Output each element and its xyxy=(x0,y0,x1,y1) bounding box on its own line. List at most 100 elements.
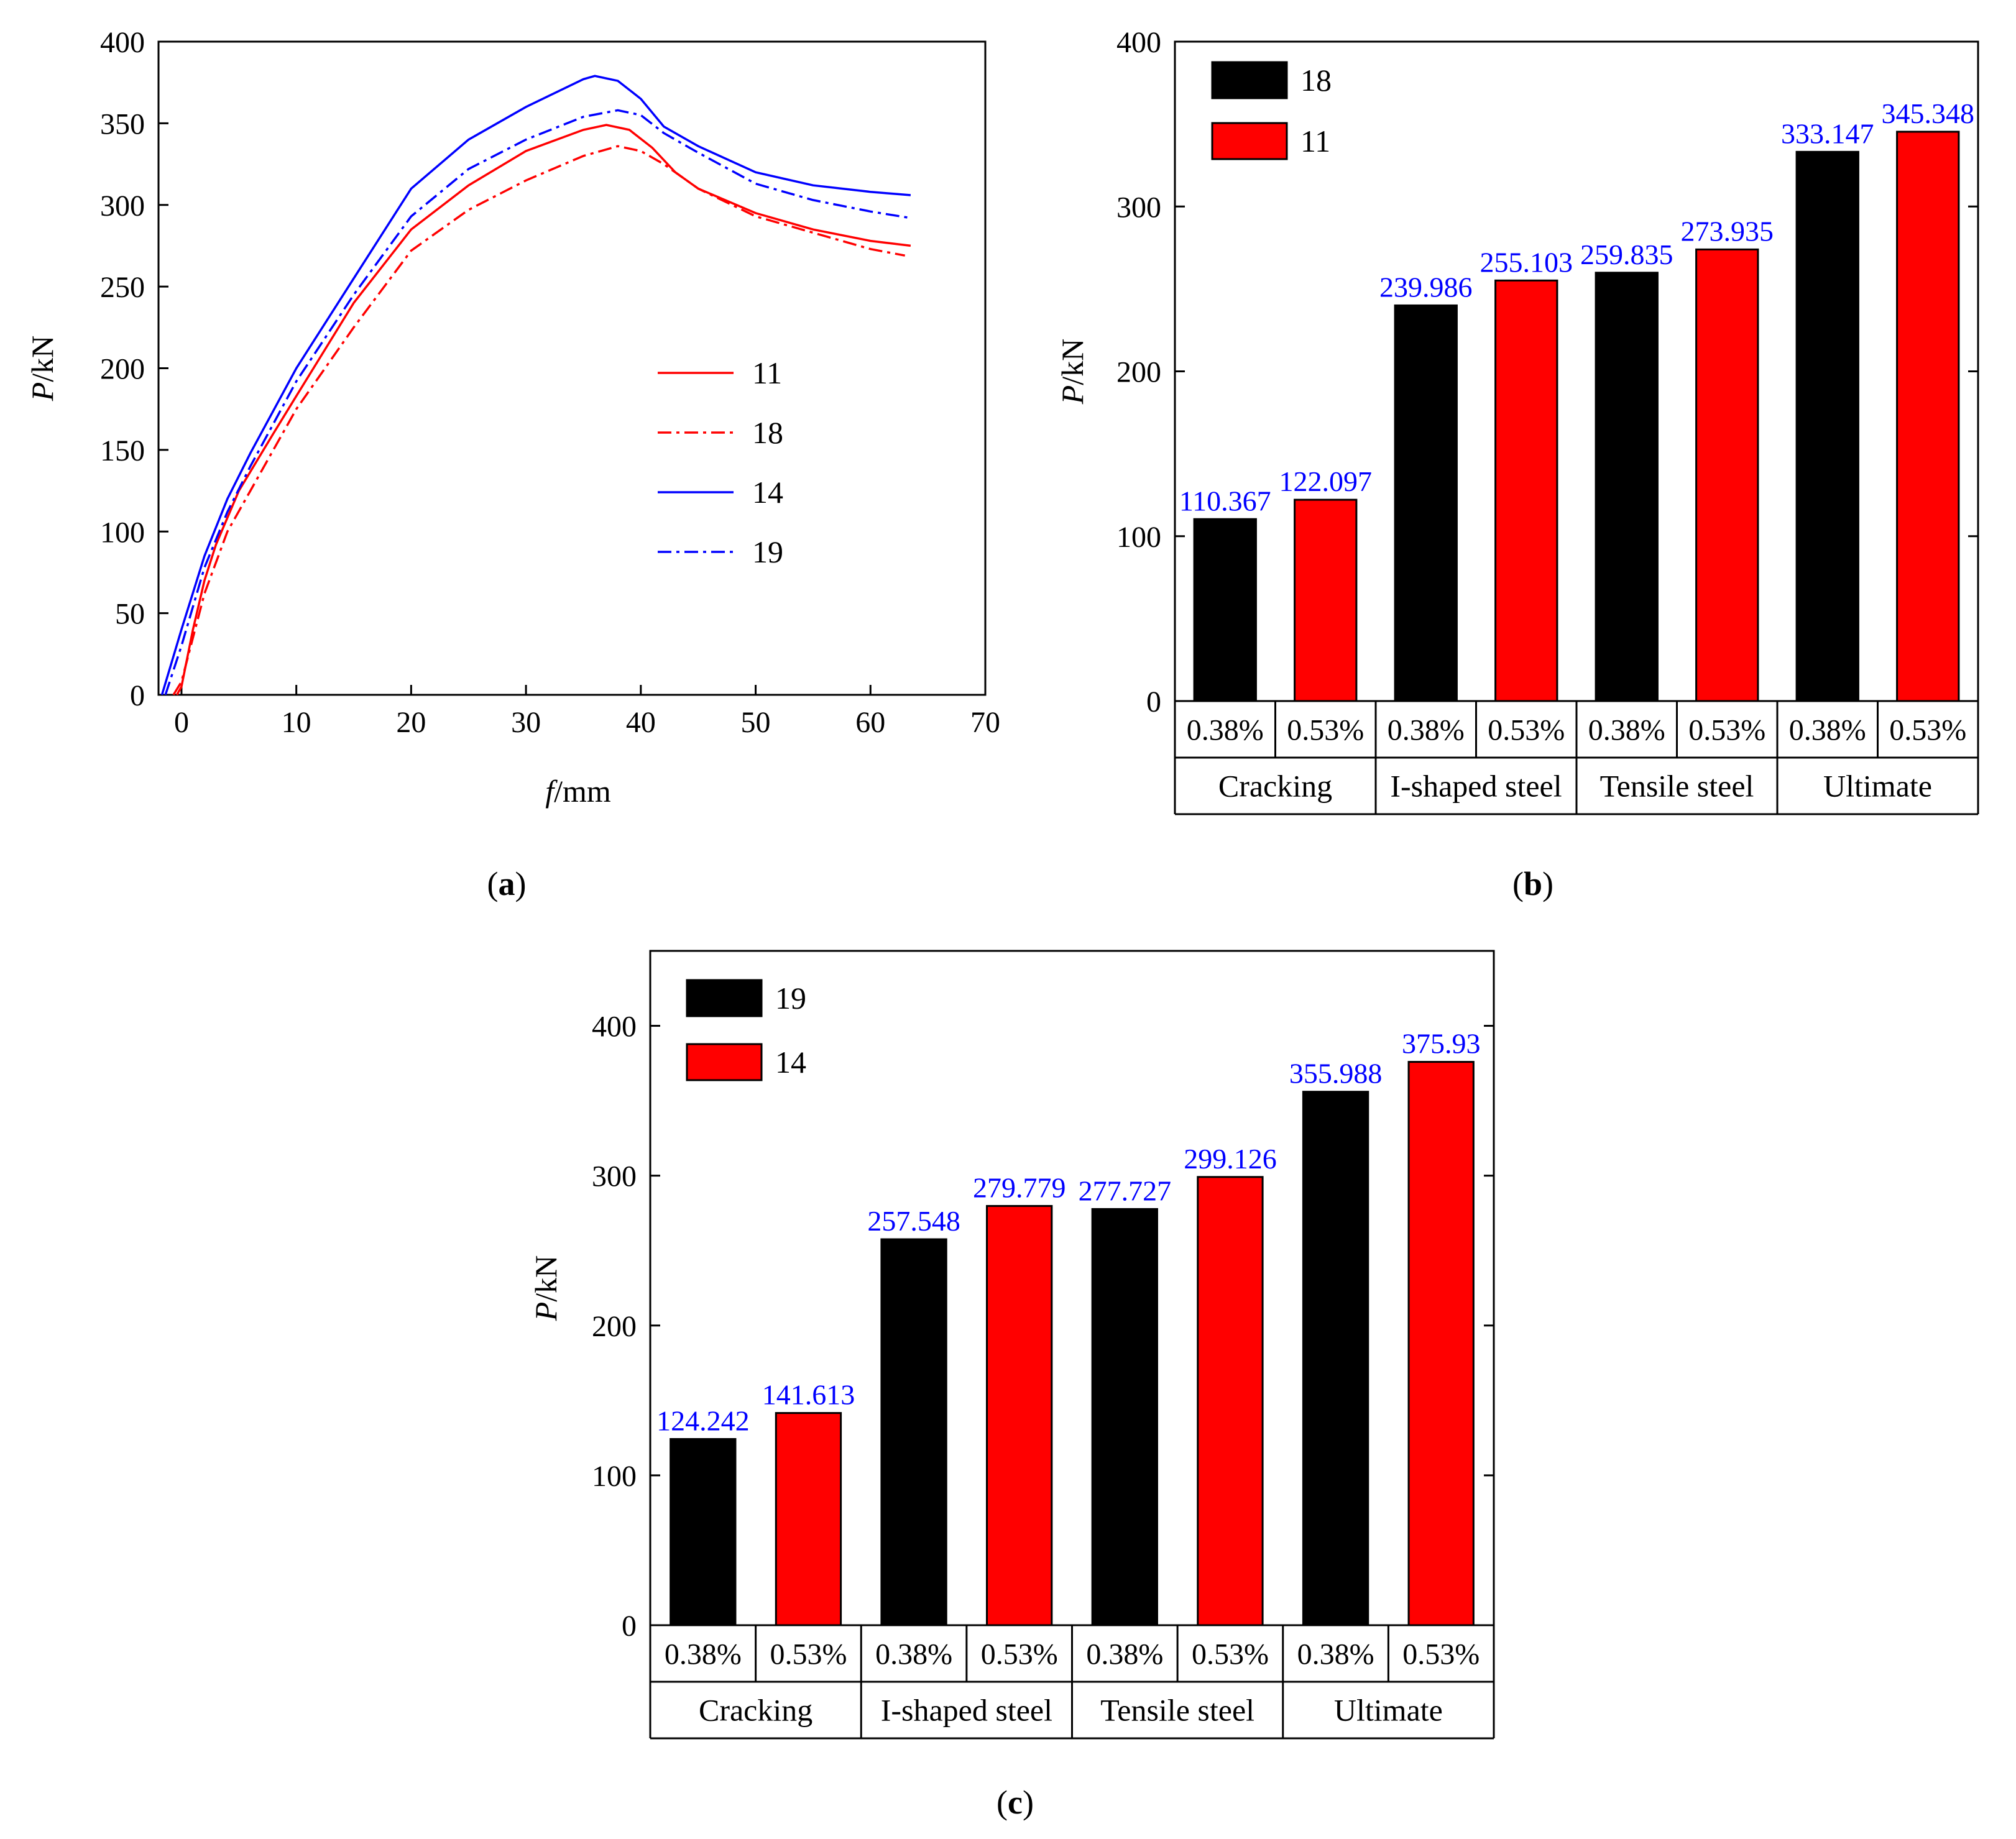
panel-label-b-close: ) xyxy=(1542,865,1553,902)
data-label: 259.835 xyxy=(1580,239,1673,270)
panel-label-c: (c) xyxy=(996,1784,1034,1821)
y-tick-label: 300 xyxy=(100,190,145,222)
x-tick-label: 20 xyxy=(396,706,426,739)
series-line-14 xyxy=(160,75,911,695)
panel-label-a: (a) xyxy=(487,865,527,902)
y-tick-label: 100 xyxy=(592,1460,637,1493)
bar-19-cracking xyxy=(670,1438,737,1626)
bar-18-cracking xyxy=(1193,518,1257,702)
series-line-18 xyxy=(172,145,906,695)
panel-label-b-letter: b xyxy=(1524,865,1542,902)
legend-swatch-19 xyxy=(686,979,763,1017)
x-tick-label: 0 xyxy=(174,706,189,739)
group-label: Tensile steel xyxy=(1100,1693,1254,1728)
ratio-label: 0.38% xyxy=(1789,714,1866,747)
y-axis-title-unit: /kN xyxy=(528,1255,563,1302)
y-tick-label: 200 xyxy=(592,1310,637,1343)
group-label: Cracking xyxy=(699,1693,812,1728)
ratio-label: 0.38% xyxy=(875,1638,952,1671)
y-tick-label: 100 xyxy=(100,516,145,549)
y-tick-label: 100 xyxy=(1116,521,1161,554)
data-label: 355.988 xyxy=(1289,1058,1383,1089)
y-tick-label: 200 xyxy=(1116,356,1161,389)
legend-label-18: 18 xyxy=(1300,63,1332,98)
series-line-19 xyxy=(164,109,911,695)
y-axis-title-symbol: P xyxy=(1055,385,1090,405)
ratio-label: 0.53% xyxy=(1402,1638,1480,1671)
y-tick-label: 350 xyxy=(100,108,145,140)
x-tick-label: 10 xyxy=(282,706,311,739)
y-tick-label: 250 xyxy=(100,271,145,304)
legend-label-19: 19 xyxy=(775,981,806,1016)
y-tick-label: 400 xyxy=(1116,26,1161,59)
group-label: I-shaped steel xyxy=(1390,769,1562,804)
x-tick-label: 70 xyxy=(970,706,1000,739)
x-axis-title-unit: /mm xyxy=(554,774,611,809)
ratio-label: 0.53% xyxy=(1287,714,1364,747)
bar-14-i-shaped-steel xyxy=(986,1204,1053,1626)
group-label: Tensile steel xyxy=(1600,769,1754,804)
data-label: 279.779 xyxy=(973,1172,1066,1203)
panel-c-bar-chart: 0 100 200 300 400 P/kN 124.242 141.613 257.548 27… xyxy=(528,950,1495,1821)
y-axis-title-symbol: P xyxy=(25,382,60,402)
data-label: 273.935 xyxy=(1681,215,1774,247)
bar-14-tensile-steel xyxy=(1197,1176,1264,1626)
x-tick-label: 40 xyxy=(626,706,656,739)
bar-18-i-shaped-steel xyxy=(1394,304,1458,702)
y-axis-title: P/kN xyxy=(1055,339,1090,405)
ratio-label: 0.53% xyxy=(770,1638,847,1671)
panel-b-bar-chart: 0 100 200 300 400 P/kN 110.367 122.097 239.986 25… xyxy=(1055,26,1979,902)
panel-a-line-chart: 0 10 20 30 40 50 60 70 0 50 100 150 200 250 300 350 400 f… xyxy=(25,26,1000,902)
bar-19-ultimate xyxy=(1302,1091,1369,1626)
y-tick-label: 400 xyxy=(100,26,145,59)
bar-11-tensile-steel xyxy=(1695,248,1759,702)
legend-label-14: 14 xyxy=(775,1045,806,1080)
legend-label-18: 18 xyxy=(752,415,783,450)
y-tick-label: 400 xyxy=(592,1011,637,1043)
group-label: Cracking xyxy=(1218,769,1332,804)
bar-19-i-shaped-steel xyxy=(880,1238,947,1626)
ratio-label: 0.53% xyxy=(981,1638,1058,1671)
data-label: 257.548 xyxy=(867,1205,960,1237)
panel-label-a-letter: a xyxy=(499,865,515,902)
group-label: I-shaped steel xyxy=(881,1693,1052,1728)
ratio-label: 0.53% xyxy=(1192,1638,1269,1671)
ratio-label: 0.38% xyxy=(1086,1638,1163,1671)
y-tick-label: 0 xyxy=(1146,686,1161,718)
bar-11-i-shaped-steel xyxy=(1494,279,1558,702)
legend-label-11: 11 xyxy=(1300,124,1330,158)
legend-swatch-11 xyxy=(1211,122,1288,160)
y-tick-label: 200 xyxy=(100,353,145,386)
data-label: 110.367 xyxy=(1179,485,1271,516)
data-label: 239.986 xyxy=(1379,271,1473,303)
data-label: 333.147 xyxy=(1781,117,1874,149)
bar-14-ultimate xyxy=(1407,1061,1475,1626)
panel-label-b-open: ( xyxy=(1512,865,1524,902)
legend-swatch-18 xyxy=(1211,61,1288,99)
panel-label-c-close: ) xyxy=(1023,1784,1034,1821)
group-label: Ultimate xyxy=(1334,1693,1443,1728)
data-label: 345.348 xyxy=(1882,98,1975,129)
y-tick-label: 50 xyxy=(115,598,145,631)
data-label: 124.242 xyxy=(656,1405,750,1436)
bar-11-cracking xyxy=(1294,498,1358,702)
data-label: 122.097 xyxy=(1279,465,1373,497)
panel-label-c-letter: c xyxy=(1008,1784,1023,1821)
ratio-label: 0.38% xyxy=(1297,1638,1374,1671)
panel-label-b: (b) xyxy=(1512,865,1553,902)
plot-frame xyxy=(157,40,987,696)
panel-label-a-open: ( xyxy=(487,865,499,902)
bar-18-tensile-steel xyxy=(1595,272,1659,702)
x-tick-label: 30 xyxy=(511,706,541,739)
y-tick-label: 0 xyxy=(622,1610,637,1643)
ratio-label: 0.53% xyxy=(1889,714,1966,747)
legend-swatch-14 xyxy=(686,1043,763,1081)
ratio-label: 0.53% xyxy=(1488,714,1565,747)
ratio-label: 0.38% xyxy=(665,1638,742,1671)
bar-19-tensile-steel xyxy=(1091,1208,1158,1626)
x-axis-title: f/mm xyxy=(545,774,611,809)
y-tick-label: 300 xyxy=(1116,191,1161,224)
bar-18-ultimate xyxy=(1795,150,1859,702)
legend-label-11: 11 xyxy=(752,355,782,390)
